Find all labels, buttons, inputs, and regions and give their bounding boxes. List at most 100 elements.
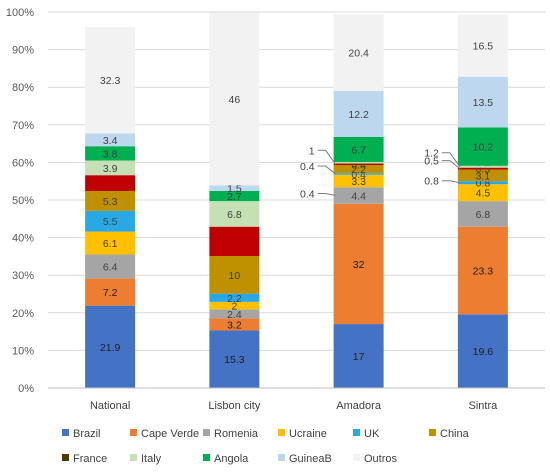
bar-lisbon-city-uk xyxy=(209,293,260,302)
x-tick-label: Lisbon city xyxy=(208,400,260,412)
data-label: 10 xyxy=(229,270,241,282)
data-label: 7.2 xyxy=(103,287,118,299)
legend-swatch-ucraine xyxy=(278,429,285,436)
bar-sintra-france xyxy=(457,167,508,170)
bar-amadora-france xyxy=(333,163,384,166)
data-label: 2.2 xyxy=(351,164,366,176)
y-tick-label: 30% xyxy=(12,270,34,282)
bar-lisbon-city-romenia xyxy=(209,309,260,319)
bar-national-ucraine xyxy=(85,231,136,255)
legend-swatch-cape-verde xyxy=(130,429,137,436)
bar-lisbon-city-ucraine xyxy=(209,301,260,310)
callout-leader xyxy=(441,152,461,168)
callout-label: 0.4 xyxy=(300,188,315,200)
data-label: 4.5 xyxy=(476,188,491,200)
data-label: 3.2 xyxy=(227,319,242,331)
bar-lisbon-city-france xyxy=(209,226,260,257)
data-label: 23.3 xyxy=(473,266,494,278)
legend-swatch-romenia xyxy=(203,429,210,436)
y-tick-label: 70% xyxy=(12,120,34,132)
data-label: 15.3 xyxy=(224,354,245,366)
legend-label: Cape Verde xyxy=(141,428,199,440)
callout-leader xyxy=(317,149,337,165)
bars: 21.97.26.46.15.55.33.93.83.432.315.33.22… xyxy=(85,12,508,388)
legend-label: Angola xyxy=(214,453,249,465)
data-label: 10.2 xyxy=(473,142,494,154)
bar-sintra-outros xyxy=(457,14,508,77)
bar-lisbon-city-china xyxy=(209,256,260,294)
data-label: 2.7 xyxy=(227,191,242,203)
bar-lisbon-city-angola xyxy=(209,190,260,202)
data-label: 32.3 xyxy=(100,75,121,87)
data-label: 1.5 xyxy=(227,183,242,195)
bar-amadora-china xyxy=(333,165,384,174)
bar-national-brazil xyxy=(85,305,136,388)
bar-national-angola xyxy=(85,146,136,161)
bar-lisbon-city-italy xyxy=(209,201,260,227)
y-tick-label: 40% xyxy=(12,233,34,245)
legend: Brazil Cape Verde Romenia Ucraine UK China Fra… xyxy=(62,428,470,465)
data-label: 2.4 xyxy=(227,309,242,321)
legend-label: GuineaB xyxy=(289,453,332,465)
bar-amadora-romenia xyxy=(333,187,384,204)
data-label: 13.5 xyxy=(473,97,494,109)
data-label: 2.2 xyxy=(227,293,242,305)
bar-lisbon-city-guineab xyxy=(209,185,260,191)
legend-swatch-italy xyxy=(130,454,137,461)
y-tick-label: 80% xyxy=(12,82,34,94)
data-label: 3.9 xyxy=(103,163,118,175)
data-label: 6.8 xyxy=(227,209,242,221)
data-label: 19.6 xyxy=(473,346,494,358)
legend-label: China xyxy=(440,428,470,440)
bar-sintra-china xyxy=(457,169,508,182)
bar-national-romenia xyxy=(85,254,136,279)
bar-sintra-ucraine xyxy=(457,184,508,202)
data-label: 6.1 xyxy=(103,238,118,250)
bar-sintra-cape-verde xyxy=(457,226,508,315)
bar-amadora-cape-verde xyxy=(333,203,384,325)
bar-national-guineab xyxy=(85,133,136,147)
bar-lisbon-city-cape-verde xyxy=(209,318,260,331)
data-label: 21.9 xyxy=(100,342,121,354)
bar-sintra-angola xyxy=(457,127,508,166)
bar-national-china xyxy=(85,190,136,211)
data-label: 32 xyxy=(353,259,365,271)
bar-amadora-angola xyxy=(333,136,384,163)
data-label: 17 xyxy=(353,351,365,363)
data-label: 12.2 xyxy=(348,109,369,121)
x-tick-label: Amadora xyxy=(336,400,382,412)
bar-lisbon-city-brazil xyxy=(209,330,260,388)
bar-sintra-uk xyxy=(457,181,508,185)
data-label: 5.3 xyxy=(103,196,118,208)
callout-leader xyxy=(317,192,336,196)
bar-national-italy xyxy=(85,160,136,176)
callout-label: 0.8 xyxy=(424,176,439,188)
legend-label: Ucraine xyxy=(289,428,327,440)
bar-national-france xyxy=(85,175,136,191)
bar-sintra-brazil xyxy=(457,314,508,388)
bar-amadora-guineab xyxy=(333,90,384,137)
bar-sintra-italy xyxy=(457,165,508,168)
bar-national-uk xyxy=(85,210,136,232)
x-tick-label: Sintra xyxy=(469,400,499,412)
legend-swatch-china xyxy=(429,429,436,436)
data-label: 16.5 xyxy=(473,41,494,53)
data-label: 3.4 xyxy=(103,135,118,147)
y-tick-label: 90% xyxy=(12,45,34,57)
data-label: 2 xyxy=(231,301,237,313)
legend-label: UK xyxy=(364,428,380,440)
data-label: 3.1 xyxy=(476,170,491,182)
y-tick-label: 0% xyxy=(18,383,34,395)
legend-label: Italy xyxy=(141,453,162,465)
legend-label: France xyxy=(73,453,107,465)
legend-swatch-guineab xyxy=(278,454,285,461)
data-label: 46 xyxy=(229,94,241,106)
data-label: 6.8 xyxy=(476,209,491,221)
legend-swatch-france xyxy=(62,454,69,461)
legend-label: Romenia xyxy=(214,428,259,440)
callout-leader xyxy=(441,180,460,184)
bar-lisbon-city-outros xyxy=(209,12,260,186)
data-label: 6.4 xyxy=(103,262,118,274)
bar-sintra-guineab xyxy=(457,76,508,128)
